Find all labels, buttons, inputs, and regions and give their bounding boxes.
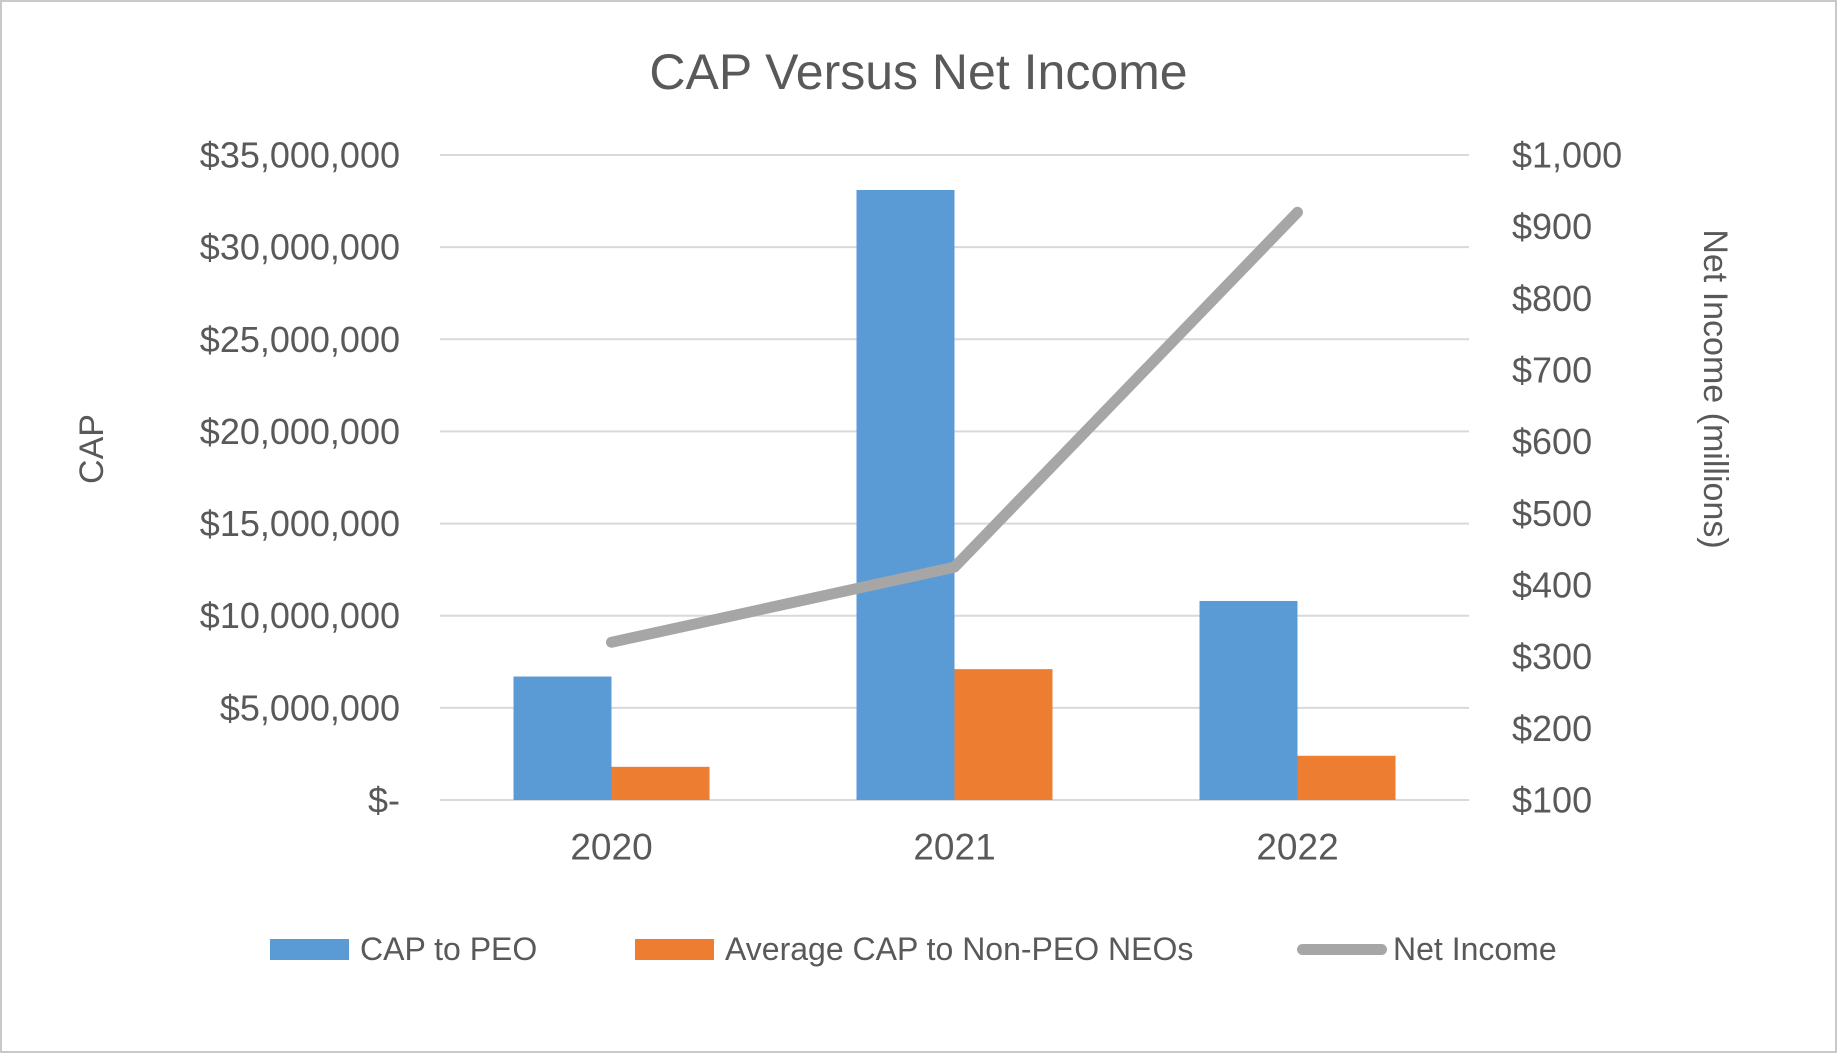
- left-axis-tick-label: $20,000,000: [200, 411, 400, 452]
- right-axis-tick-label: $700: [1512, 350, 1592, 391]
- category-label-2022: 2022: [1256, 827, 1338, 868]
- left-axis-tick-label: $25,000,000: [200, 319, 400, 360]
- right-axis-tick-label: $500: [1512, 493, 1592, 534]
- line-net-income: [606, 206, 1303, 648]
- bar-cap-to-peo-2021: [856, 190, 955, 800]
- bar-average-cap-to-non-peo-neos-2022: [1297, 755, 1396, 800]
- bar-cap-to-peo-2020: [513, 676, 612, 800]
- right-axis-title: Net Income (millions): [1696, 229, 1734, 549]
- right-axis-tick-label: $800: [1512, 278, 1592, 319]
- right-axis-tick-label: $1,000: [1512, 135, 1622, 176]
- right-axis-tick-label: $200: [1512, 708, 1592, 749]
- right-axis-tick-label: $900: [1512, 206, 1592, 247]
- left-axis-title: CAP: [73, 414, 111, 484]
- right-axis-tick-label: $600: [1512, 421, 1592, 462]
- bar-average-cap-to-non-peo-neos-2021: [954, 669, 1053, 800]
- left-axis-tick-label: $5,000,000: [220, 687, 400, 728]
- left-axis-tick-label: $30,000,000: [200, 227, 400, 268]
- category-label-2021: 2021: [913, 827, 995, 868]
- bar-average-cap-to-non-peo-neos-2020: [611, 766, 710, 800]
- right-axis-tick-label: $300: [1512, 636, 1592, 677]
- left-axis-tick-label: $35,000,000: [200, 135, 400, 176]
- right-axis-tick-label: $400: [1512, 565, 1592, 606]
- category-label-2020: 2020: [570, 827, 652, 868]
- chart-title: CAP Versus Net Income: [649, 44, 1188, 100]
- left-axis-tick-label: $-: [368, 780, 400, 821]
- left-axis-tick-label: $15,000,000: [200, 503, 400, 544]
- bar-cap-to-peo-2022: [1199, 600, 1298, 800]
- right-axis-tick-label: $100: [1512, 780, 1592, 821]
- left-axis-tick-label: $10,000,000: [200, 595, 400, 636]
